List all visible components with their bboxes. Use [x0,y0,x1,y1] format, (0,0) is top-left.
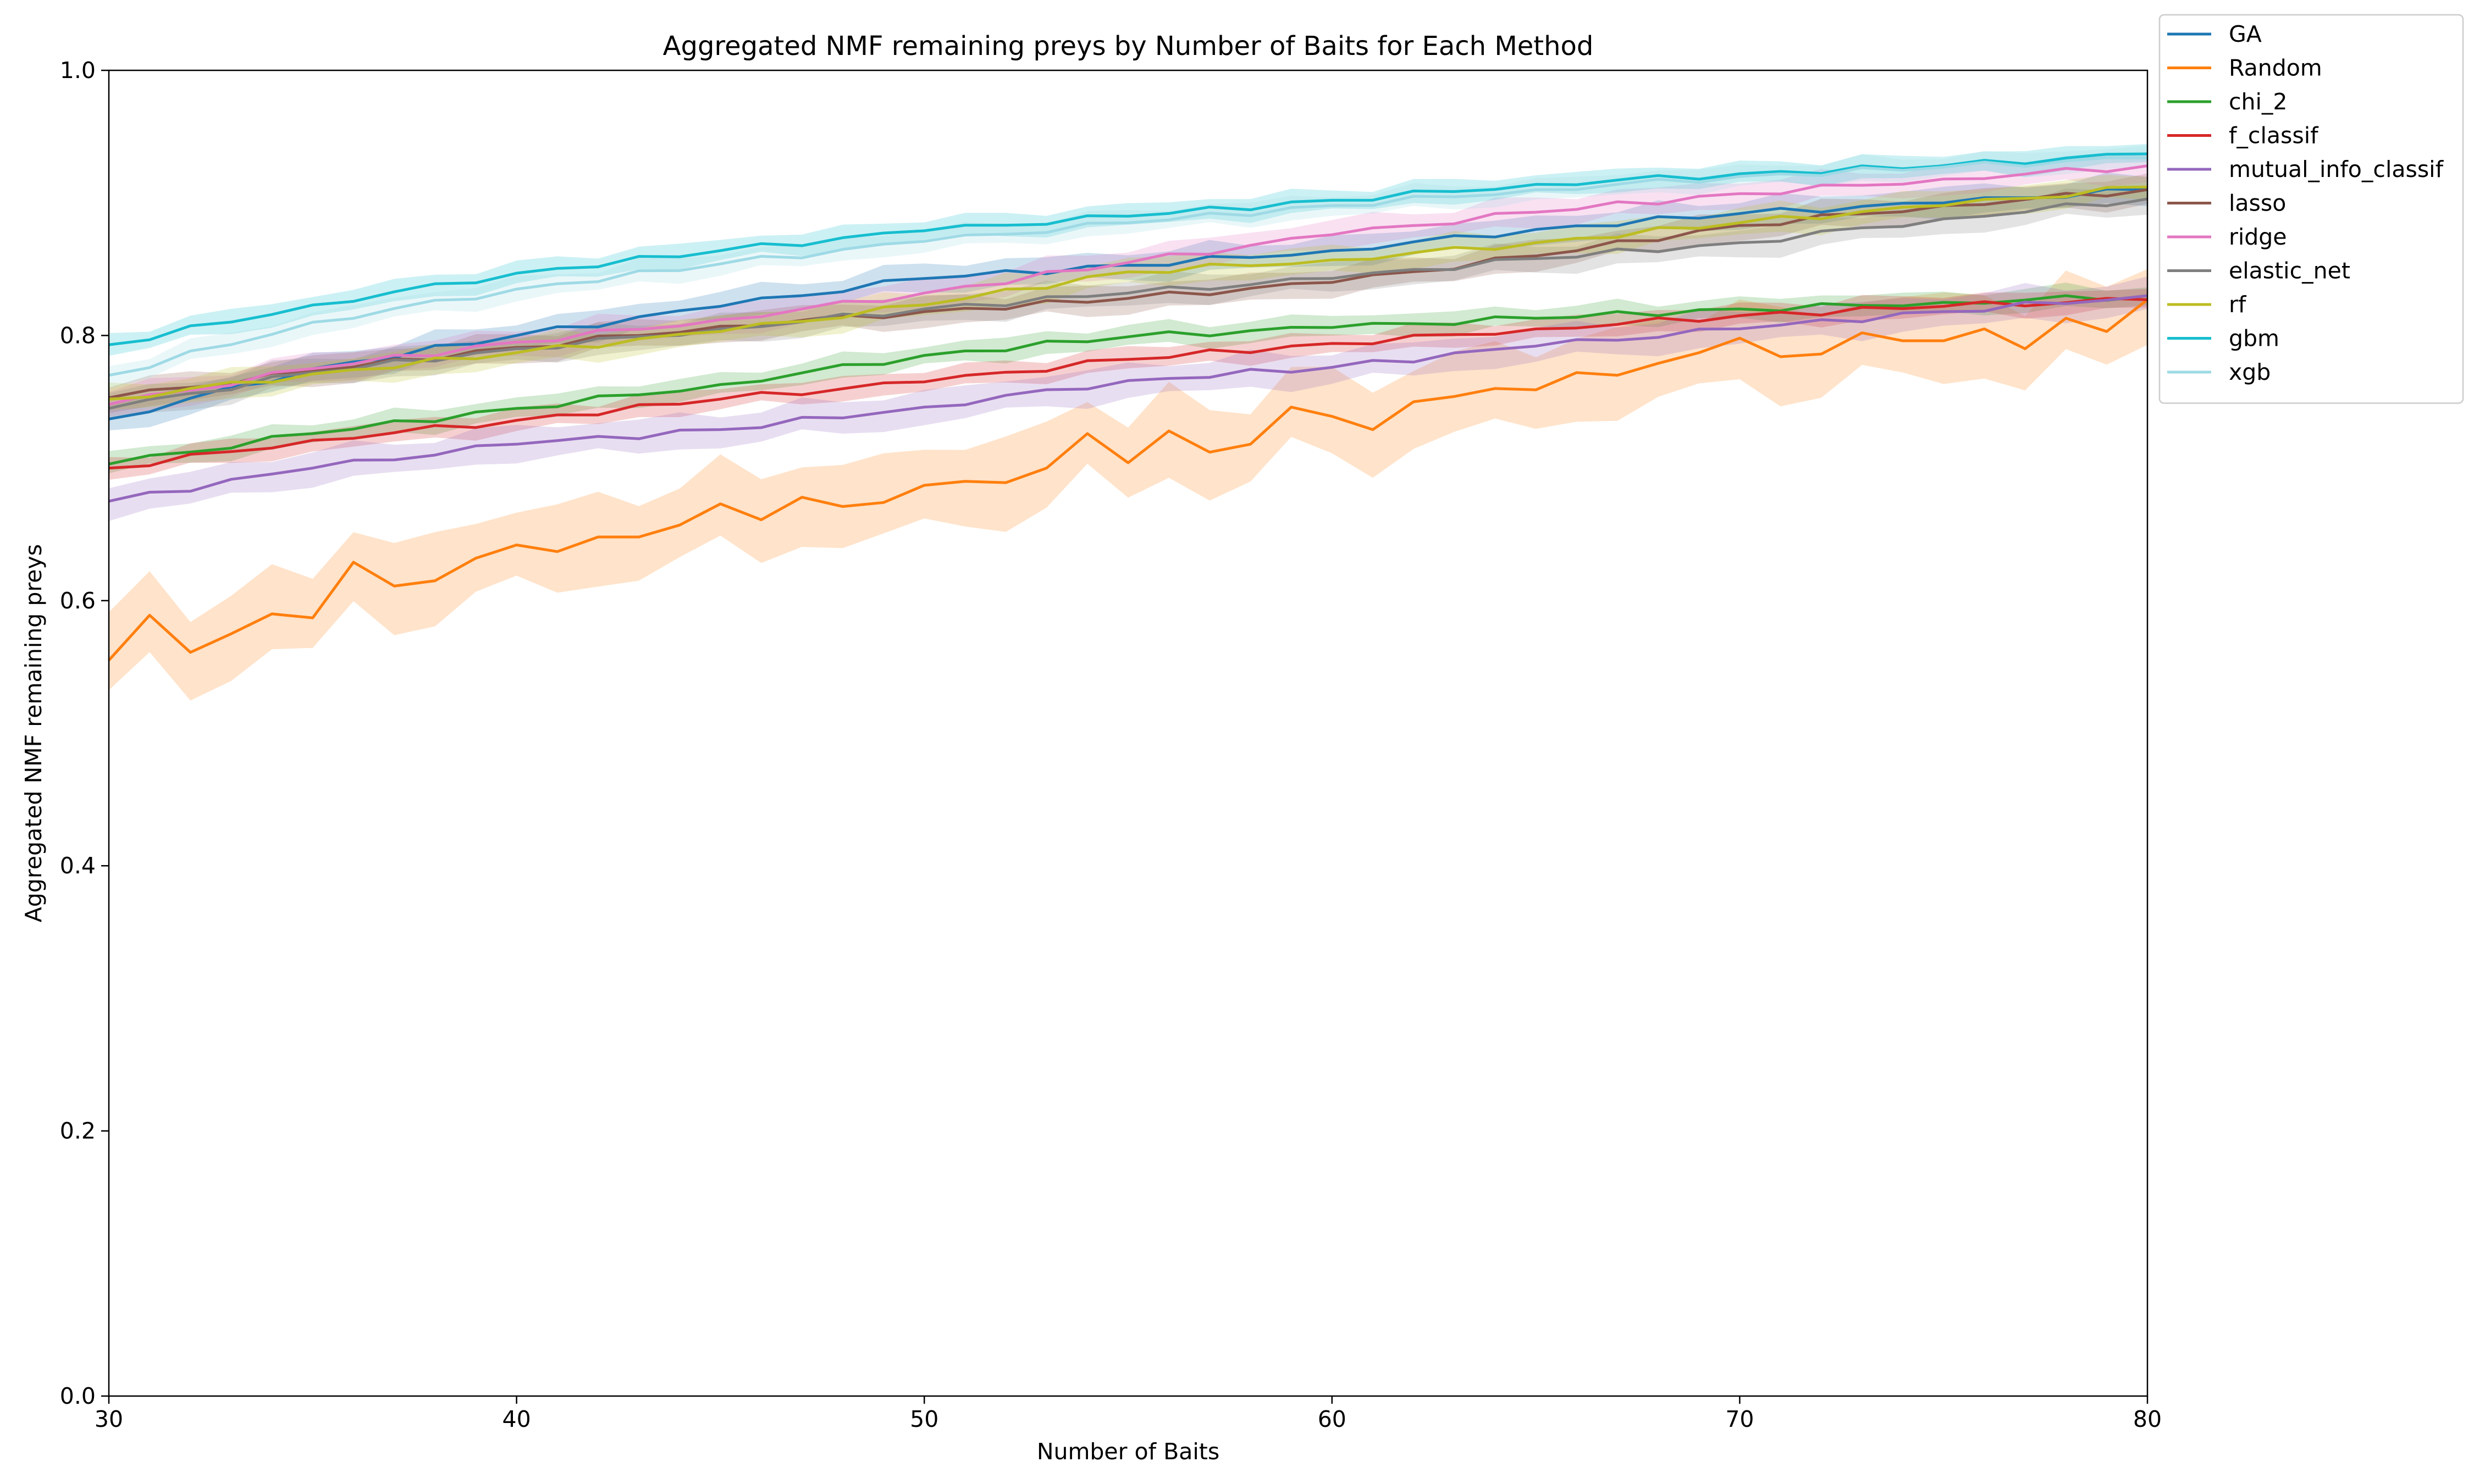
confidence-band-elastic_net [109,188,2147,419]
x-tick-label: 60 [1318,1406,1346,1432]
confidence-band-GA [109,172,2147,431]
x-axis-label: Number of Baits [1037,1438,1219,1465]
y-tick-label: 0.4 [60,852,96,879]
x-tick-label: 80 [2133,1406,2162,1432]
legend-frame [2158,14,2464,404]
y-tick-label: 1.0 [60,57,96,84]
y-axis-label: Aggregated NMF remaining preys [20,544,47,922]
series-lines [108,152,2149,662]
chart-title: Aggregated NMF remaining preys by Number… [663,31,1594,62]
x-tick-label: 70 [1725,1406,1754,1432]
y-tick-label: 0.2 [60,1118,96,1144]
legend-label-f_classif: f_classif [2229,123,2319,149]
legend-label-elastic_net: elastic_net [2229,258,2350,284]
x-tick-label: 30 [95,1406,123,1432]
series-line-xgb [108,156,2148,377]
confidence-band-f_classif [109,289,2147,480]
confidence-band-Random [109,269,2147,701]
series-line-GA [108,187,2148,420]
x-axis-ticks: 30 40 50 60 70 80 [95,1396,2162,1432]
legend-label-GA: GA [2229,21,2262,47]
legend-label-rf: rf [2229,291,2247,318]
series-line-mutual_info_classif [108,294,2148,503]
legend-label-xgb: xgb [2229,359,2271,385]
series-line-chi_2 [108,294,2148,466]
confidence-band-xgb [109,145,2147,389]
y-axis-ticks: 0.0 0.2 0.4 0.6 0.8 1.0 [60,57,109,1409]
plot-frame [108,69,2149,1397]
y-tick-label: 0.0 [60,1383,96,1409]
series-line-gbm [108,152,2148,346]
legend-label-chi_2: chi_2 [2229,88,2288,115]
y-tick-label: 0.8 [60,322,96,348]
legend-label-gbm: gbm [2229,325,2279,352]
legend-label-lasso: lasso [2229,190,2286,217]
x-tick-label: 50 [910,1406,938,1432]
chart-legend: GA Random chi_2 f_classif mutual_info_classi… [2158,14,2464,404]
series-line-rf [108,185,2148,401]
legend-label-ridge: ridge [2229,224,2287,250]
legend-label-mutual_info_classif: mutual_info_classif [2229,156,2444,182]
series-line-f_classif [108,297,2148,470]
series-line-ridge [108,164,2148,406]
y-tick-label: 0.6 [60,588,96,614]
legend-label-Random: Random [2229,55,2322,81]
series-line-Random [108,298,2149,662]
x-tick-label: 40 [502,1406,531,1432]
